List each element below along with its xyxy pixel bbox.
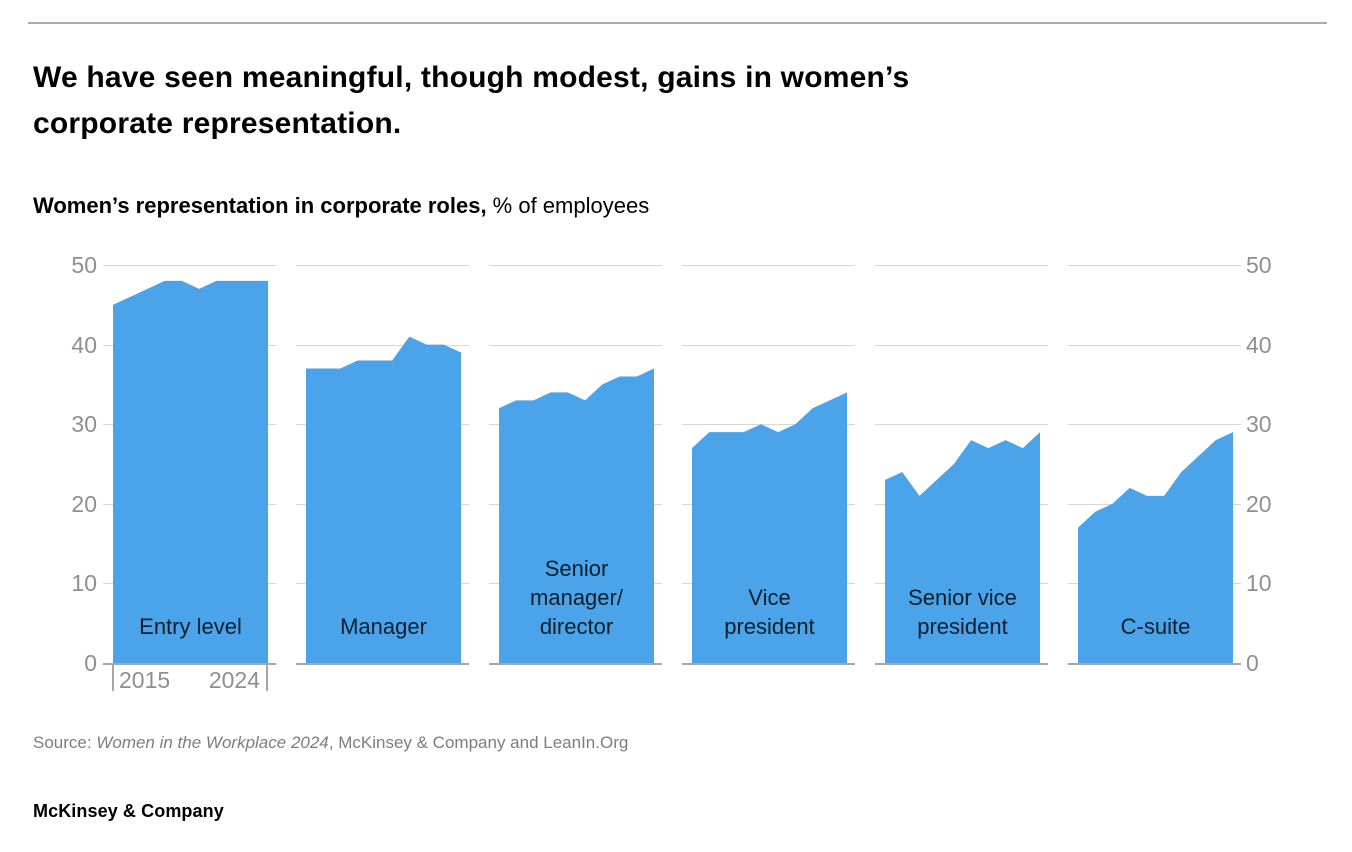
area-series-senior-vice-president (885, 432, 1040, 663)
x-tick-label-2015: 2015 (119, 667, 171, 693)
y-axis-label-right-20: 20 (1246, 490, 1272, 517)
panel-label-line: Senior vice (908, 585, 1017, 610)
chart-subtitle: Women’s representation in corporate role… (33, 191, 1233, 221)
gridline-50 (103, 265, 276, 266)
title-line-2: corporate representation. (33, 107, 402, 140)
title-line-1: We have seen meaningful, though modest, … (33, 61, 910, 94)
y-axis-label-right-10: 10 (1246, 570, 1272, 597)
mckinsey-logo-wordmark: McKinsey & Company (33, 801, 224, 821)
source-report-title: Women in the Workplace 2024 (96, 733, 329, 752)
panel-label-vice-president: Vice president (692, 583, 847, 641)
panel-label-line: president (724, 614, 815, 639)
area-series-c-suite (1078, 432, 1233, 663)
y-axis-label-left-40: 40 (71, 331, 97, 358)
area-series-manager (306, 336, 461, 663)
y-axis-label-right-50: 50 (1246, 252, 1272, 278)
panel-label-line: manager/ (530, 585, 623, 610)
y-axis-label-right-40: 40 (1246, 331, 1272, 358)
panel-label-senior-manager-director: Senior manager/director (499, 554, 654, 641)
panel-label-entry-level: Entry level (113, 612, 268, 641)
panel-label-manager: Manager (306, 612, 461, 641)
gridline-50 (682, 265, 855, 266)
gridline-30 (682, 424, 855, 426)
panel-label-line: director (539, 614, 614, 639)
area-series-entry-level (113, 280, 268, 663)
source-prefix: Source: (33, 733, 97, 752)
area-series-vice-president (692, 392, 847, 663)
top-divider-rule (28, 22, 1327, 24)
gridline-40 (296, 344, 469, 346)
panel-label-line: president (917, 614, 1008, 639)
x-tick-label-2024: 2024 (208, 667, 260, 693)
gridline-50 (875, 265, 1048, 266)
panel-label-line: Senior (544, 556, 609, 581)
y-axis-label-right-30: 30 (1246, 411, 1272, 438)
gridline-50 (489, 265, 662, 266)
gridline-30 (1068, 424, 1241, 426)
chart-subtitle-bold: Women’s representation in corporate role… (33, 193, 487, 218)
y-axis-label-left-0: 0 (84, 650, 97, 676)
baseline (103, 663, 276, 665)
y-axis-label-left-20: 20 (71, 490, 97, 517)
gridline-40 (489, 344, 662, 346)
panel-label-c-suite: C-suite (1078, 612, 1233, 641)
panel-label-line: Vice (748, 585, 791, 610)
baseline (1068, 663, 1241, 665)
chart-subtitle-unit: % of employees (486, 193, 650, 218)
x-axis-tick-2015 (112, 663, 114, 691)
gridline-50 (1068, 265, 1241, 266)
area-series-senior-manager-director (499, 368, 654, 663)
y-axis-label-left-10: 10 (71, 570, 97, 597)
panel-label-line: C-suite (1120, 614, 1191, 639)
page-title: We have seen meaningful, though modest, … (33, 55, 1153, 147)
x-axis-tick-2024 (266, 663, 268, 691)
source-note: Source: Women in the Workplace 2024, McK… (33, 732, 628, 754)
gridline-30 (875, 424, 1048, 426)
panel-label-line: Entry level (139, 614, 242, 639)
gridline-40 (1068, 344, 1241, 346)
baseline (682, 663, 855, 665)
panel-label-line: Manager (340, 614, 427, 639)
gridline-40 (682, 344, 855, 346)
gridline-50 (296, 265, 469, 266)
baseline (875, 663, 1048, 665)
y-axis-label-left-30: 30 (71, 411, 97, 438)
gridline-40 (875, 344, 1048, 346)
panel-label-senior-vice-president: Senior vice president (885, 583, 1040, 641)
y-axis-label-left-50: 50 (71, 252, 97, 278)
source-suffix: , McKinsey & Company and LeanIn.Org (328, 733, 629, 752)
baseline (296, 663, 469, 665)
baseline (489, 663, 662, 665)
y-axis-label-right-0: 0 (1246, 650, 1259, 676)
